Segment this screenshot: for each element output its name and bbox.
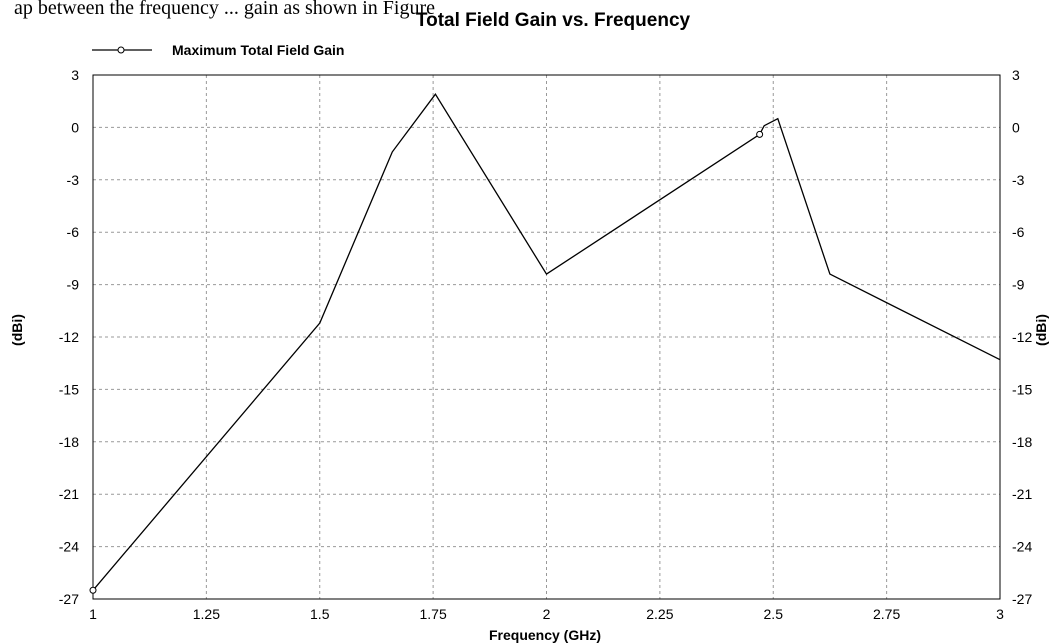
- y-axis-label-left: (dBi): [9, 314, 25, 346]
- caption-text: ap between the frequency ... gain as sho…: [14, 0, 435, 19]
- legend-marker: [117, 46, 125, 54]
- x-tick-label: 3: [996, 606, 1004, 622]
- y-tick-label-right: 0: [1012, 119, 1020, 135]
- x-tick-label: 1: [89, 606, 97, 622]
- y-tick-label-right: -18: [1012, 434, 1032, 450]
- y-axis-right: 3 0 -3 -6 -9 -12 -15 -18 -21 -24 -27: [1012, 67, 1032, 607]
- data-point-marker: [756, 130, 764, 138]
- plot-frame: [92, 74, 1001, 600]
- grid: [93, 75, 1000, 599]
- y-axis-label-right: (dBi): [1033, 314, 1049, 346]
- y-tick-label-right: -9: [1012, 277, 1025, 293]
- y-tick-label-left: 0: [71, 119, 79, 135]
- series-layer: [89, 93, 1001, 594]
- y-tick-label-right: -24: [1012, 539, 1032, 555]
- x-axis: 1 1.25 1.5 1.75 2 2.25 2.5 2.75 3: [89, 606, 1004, 622]
- x-tick-label: 2.25: [646, 606, 673, 622]
- y-tick-label-right: -3: [1012, 172, 1025, 188]
- y-tick-label-right: -6: [1012, 224, 1025, 240]
- x-axis-label: Frequency (GHz): [489, 627, 601, 643]
- data-point-marker: [89, 586, 97, 594]
- x-tick-label: 1.75: [420, 606, 447, 622]
- legend-label: Maximum Total Field Gain: [172, 42, 344, 58]
- y-tick-label-left: -6: [67, 224, 80, 240]
- y-tick-label-left: -12: [59, 329, 79, 345]
- y-tick-label-right: -15: [1012, 381, 1032, 397]
- y-axis-left: 3 0 -3 -6 -9 -12 -15 -18 -21 -24 -27: [59, 67, 79, 607]
- legend: Maximum Total Field Gain: [92, 42, 344, 58]
- chart-title: Total Field Gain vs. Frequency: [416, 10, 691, 31]
- x-tick-label: 2: [543, 606, 551, 622]
- y-tick-label-left: -27: [59, 591, 79, 607]
- y-tick-label-left: -21: [59, 486, 79, 502]
- x-tick-label: 2.75: [873, 606, 900, 622]
- y-tick-label-left: -15: [59, 381, 79, 397]
- x-tick-label: 2.5: [764, 606, 784, 622]
- x-tick-label: 1.5: [310, 606, 330, 622]
- series-line: [92, 93, 1001, 591]
- y-tick-label-left: 3: [71, 67, 79, 83]
- y-tick-label-right: -21: [1012, 486, 1032, 502]
- y-tick-label-right: -12: [1012, 329, 1032, 345]
- y-tick-label-right: 3: [1012, 67, 1020, 83]
- y-tick-label-left: -18: [59, 434, 79, 450]
- y-tick-label-left: -24: [59, 539, 79, 555]
- y-tick-label-right: -27: [1012, 591, 1032, 607]
- y-tick-label-left: -9: [67, 277, 80, 293]
- x-tick-label: 1.25: [193, 606, 220, 622]
- y-tick-label-left: -3: [67, 172, 80, 188]
